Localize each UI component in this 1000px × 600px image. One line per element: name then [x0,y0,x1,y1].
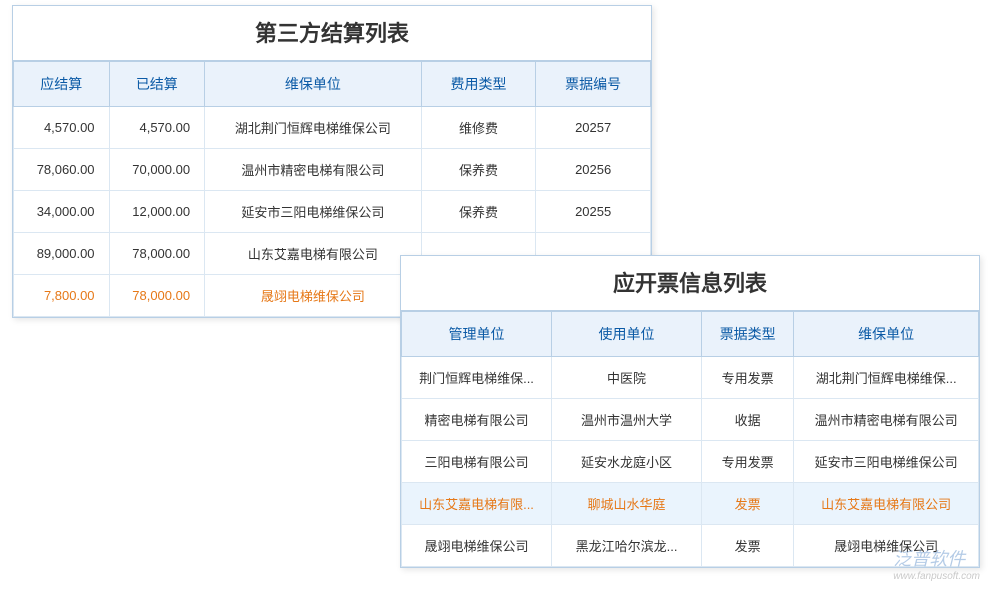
table-cell: 聊城山水华庭 [552,483,702,525]
table-cell: 发票 [702,525,794,567]
table-cell: 20255 [536,191,651,233]
column-header[interactable]: 票据编号 [536,62,651,107]
table-cell: 山东艾嘉电梯有限公司 [794,483,979,525]
table-cell: 精密电梯有限公司 [402,399,552,441]
invoice-table: 管理单位使用单位票据类型维保单位 荆门恒辉电梯维保...中医院专用发票湖北荆门恒… [401,311,979,567]
table-cell: 温州市精密电梯有限公司 [794,399,979,441]
table-row[interactable]: 荆门恒辉电梯维保...中医院专用发票湖北荆门恒辉电梯维保... [402,357,979,399]
table-cell: 专用发票 [702,441,794,483]
table-row[interactable]: 山东艾嘉电梯有限...聊城山水华庭发票山东艾嘉电梯有限公司 [402,483,979,525]
header-row-2: 管理单位使用单位票据类型维保单位 [402,312,979,357]
panel-title: 第三方结算列表 [13,6,651,61]
watermark-url: www.fanpusoft.com [893,571,980,582]
table-cell: 中医院 [552,357,702,399]
table-cell: 保养费 [421,191,536,233]
table-cell: 温州市精密电梯有限公司 [205,149,422,191]
table-cell: 4,570.00 [109,107,205,149]
table-cell: 晟翊电梯维保公司 [794,525,979,567]
table-cell: 78,000.00 [109,275,205,317]
table-row[interactable]: 晟翊电梯维保公司黑龙江哈尔滨龙...发票晟翊电梯维保公司 [402,525,979,567]
table-row[interactable]: 精密电梯有限公司温州市温州大学收据温州市精密电梯有限公司 [402,399,979,441]
table-cell: 34,000.00 [14,191,110,233]
table-cell: 70,000.00 [109,149,205,191]
column-header[interactable]: 管理单位 [402,312,552,357]
table-cell: 湖北荆门恒辉电梯维保... [794,357,979,399]
table-cell: 荆门恒辉电梯维保... [402,357,552,399]
table-row[interactable]: 34,000.0012,000.00延安市三阳电梯维保公司保养费20255 [14,191,651,233]
table-cell: 发票 [702,483,794,525]
table-cell: 黑龙江哈尔滨龙... [552,525,702,567]
column-header[interactable]: 维保单位 [794,312,979,357]
header-row-1: 应结算已结算维保单位费用类型票据编号 [14,62,651,107]
column-header[interactable]: 费用类型 [421,62,536,107]
column-header[interactable]: 票据类型 [702,312,794,357]
table-cell: 78,000.00 [109,233,205,275]
table-cell: 89,000.00 [14,233,110,275]
table-cell: 三阳电梯有限公司 [402,441,552,483]
table-cell: 20256 [536,149,651,191]
column-header[interactable]: 应结算 [14,62,110,107]
table-row[interactable]: 78,060.0070,000.00温州市精密电梯有限公司保养费20256 [14,149,651,191]
table-cell: 专用发票 [702,357,794,399]
table-cell: 20257 [536,107,651,149]
table-cell: 延安市三阳电梯维保公司 [794,441,979,483]
table-cell: 12,000.00 [109,191,205,233]
table-row[interactable]: 4,570.004,570.00湖北荆门恒辉电梯维保公司维修费20257 [14,107,651,149]
table-cell: 延安市三阳电梯维保公司 [205,191,422,233]
column-header[interactable]: 维保单位 [205,62,422,107]
tbody-2: 荆门恒辉电梯维保...中医院专用发票湖北荆门恒辉电梯维保...精密电梯有限公司温… [402,357,979,567]
table-cell: 湖北荆门恒辉电梯维保公司 [205,107,422,149]
column-header[interactable]: 使用单位 [552,312,702,357]
table-cell: 晟翊电梯维保公司 [205,275,422,317]
table-cell: 保养费 [421,149,536,191]
table-cell: 4,570.00 [14,107,110,149]
table-cell: 山东艾嘉电梯有限... [402,483,552,525]
table-cell: 温州市温州大学 [552,399,702,441]
table-cell: 维修费 [421,107,536,149]
table-cell: 78,060.00 [14,149,110,191]
table-cell: 晟翊电梯维保公司 [402,525,552,567]
table-row[interactable]: 三阳电梯有限公司延安水龙庭小区专用发票延安市三阳电梯维保公司 [402,441,979,483]
table-cell: 7,800.00 [14,275,110,317]
invoice-info-panel: 应开票信息列表 管理单位使用单位票据类型维保单位 荆门恒辉电梯维保...中医院专… [400,255,980,568]
column-header[interactable]: 已结算 [109,62,205,107]
table-cell: 山东艾嘉电梯有限公司 [205,233,422,275]
table-cell: 收据 [702,399,794,441]
table-cell: 延安水龙庭小区 [552,441,702,483]
panel-title: 应开票信息列表 [401,256,979,311]
